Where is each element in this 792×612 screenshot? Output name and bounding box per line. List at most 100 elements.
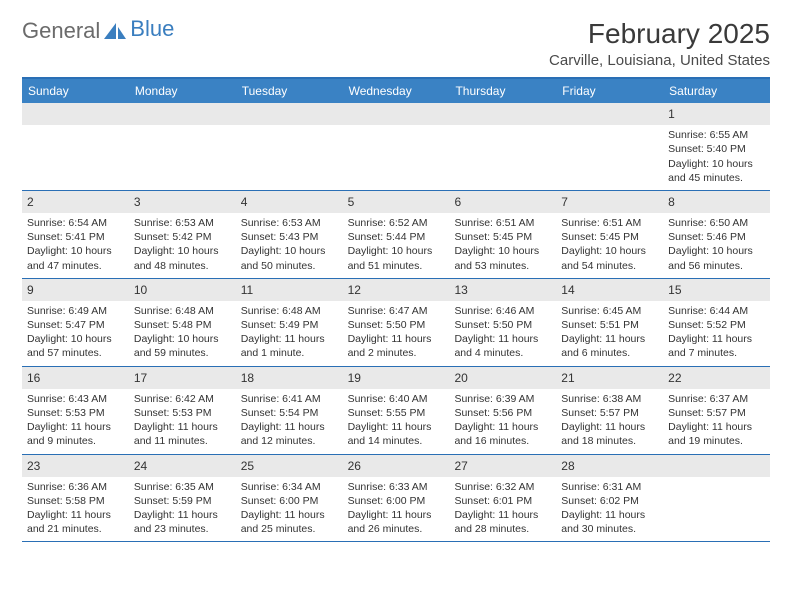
daylight-text: Daylight: 11 hours and 1 minute. [241, 332, 338, 360]
day-number: 22 [663, 367, 770, 389]
day-cell-empty [22, 103, 129, 190]
sail-icon [102, 21, 128, 41]
sunrise-text: Sunrise: 6:51 AM [561, 216, 658, 230]
day-cell: 1Sunrise: 6:55 AMSunset: 5:40 PMDaylight… [663, 103, 770, 190]
brand-part1: General [22, 18, 100, 44]
day-details: Sunrise: 6:53 AMSunset: 5:43 PMDaylight:… [236, 213, 343, 278]
day-number: 12 [343, 279, 450, 301]
daylight-text: Daylight: 11 hours and 14 minutes. [348, 420, 445, 448]
day-number: 28 [556, 455, 663, 477]
day-number: 15 [663, 279, 770, 301]
day-number: 5 [343, 191, 450, 213]
sunset-text: Sunset: 5:53 PM [27, 406, 124, 420]
day-number: 18 [236, 367, 343, 389]
daylight-text: Daylight: 11 hours and 4 minutes. [454, 332, 551, 360]
day-cell: 13Sunrise: 6:46 AMSunset: 5:50 PMDayligh… [449, 279, 556, 366]
day-details: Sunrise: 6:35 AMSunset: 5:59 PMDaylight:… [129, 477, 236, 542]
day-number: 27 [449, 455, 556, 477]
daylight-text: Daylight: 11 hours and 2 minutes. [348, 332, 445, 360]
sunrise-text: Sunrise: 6:37 AM [668, 392, 765, 406]
day-details: Sunrise: 6:38 AMSunset: 5:57 PMDaylight:… [556, 389, 663, 454]
day-number: 6 [449, 191, 556, 213]
daylight-text: Daylight: 10 hours and 48 minutes. [134, 244, 231, 272]
day-cell-empty [236, 103, 343, 190]
sunrise-text: Sunrise: 6:49 AM [27, 304, 124, 318]
sunrise-text: Sunrise: 6:31 AM [561, 480, 658, 494]
week-row: 23Sunrise: 6:36 AMSunset: 5:58 PMDayligh… [22, 455, 770, 543]
day-cell-empty [663, 455, 770, 542]
day-number [22, 103, 129, 125]
sunrise-text: Sunrise: 6:34 AM [241, 480, 338, 494]
sunset-text: Sunset: 5:50 PM [454, 318, 551, 332]
day-number: 17 [129, 367, 236, 389]
day-cell: 24Sunrise: 6:35 AMSunset: 5:59 PMDayligh… [129, 455, 236, 542]
sunset-text: Sunset: 5:55 PM [348, 406, 445, 420]
day-details: Sunrise: 6:50 AMSunset: 5:46 PMDaylight:… [663, 213, 770, 278]
sunrise-text: Sunrise: 6:40 AM [348, 392, 445, 406]
day-header-saturday: Saturday [663, 79, 770, 103]
day-details: Sunrise: 6:44 AMSunset: 5:52 PMDaylight:… [663, 301, 770, 366]
day-number [449, 103, 556, 125]
day-number: 19 [343, 367, 450, 389]
daylight-text: Daylight: 11 hours and 11 minutes. [134, 420, 231, 448]
day-header-thursday: Thursday [449, 79, 556, 103]
sunrise-text: Sunrise: 6:43 AM [27, 392, 124, 406]
day-cell: 6Sunrise: 6:51 AMSunset: 5:45 PMDaylight… [449, 191, 556, 278]
sunset-text: Sunset: 6:00 PM [241, 494, 338, 508]
sunset-text: Sunset: 5:54 PM [241, 406, 338, 420]
daylight-text: Daylight: 11 hours and 7 minutes. [668, 332, 765, 360]
day-cell: 4Sunrise: 6:53 AMSunset: 5:43 PMDaylight… [236, 191, 343, 278]
day-number: 11 [236, 279, 343, 301]
day-details: Sunrise: 6:46 AMSunset: 5:50 PMDaylight:… [449, 301, 556, 366]
day-details: Sunrise: 6:53 AMSunset: 5:42 PMDaylight:… [129, 213, 236, 278]
daylight-text: Daylight: 11 hours and 30 minutes. [561, 508, 658, 536]
day-details: Sunrise: 6:45 AMSunset: 5:51 PMDaylight:… [556, 301, 663, 366]
week-row: 9Sunrise: 6:49 AMSunset: 5:47 PMDaylight… [22, 279, 770, 367]
day-number: 2 [22, 191, 129, 213]
day-number: 3 [129, 191, 236, 213]
day-details: Sunrise: 6:42 AMSunset: 5:53 PMDaylight:… [129, 389, 236, 454]
day-number: 23 [22, 455, 129, 477]
day-details: Sunrise: 6:37 AMSunset: 5:57 PMDaylight:… [663, 389, 770, 454]
page-title: February 2025 [549, 18, 770, 50]
sunset-text: Sunset: 5:57 PM [668, 406, 765, 420]
daylight-text: Daylight: 11 hours and 26 minutes. [348, 508, 445, 536]
sunset-text: Sunset: 5:42 PM [134, 230, 231, 244]
sunset-text: Sunset: 6:01 PM [454, 494, 551, 508]
sunset-text: Sunset: 5:45 PM [561, 230, 658, 244]
day-details: Sunrise: 6:31 AMSunset: 6:02 PMDaylight:… [556, 477, 663, 542]
day-number: 1 [663, 103, 770, 125]
day-details: Sunrise: 6:32 AMSunset: 6:01 PMDaylight:… [449, 477, 556, 542]
sunset-text: Sunset: 5:45 PM [454, 230, 551, 244]
sunset-text: Sunset: 5:57 PM [561, 406, 658, 420]
day-header-friday: Friday [556, 79, 663, 103]
sunset-text: Sunset: 5:40 PM [668, 142, 765, 156]
day-cell-empty [449, 103, 556, 190]
day-number: 10 [129, 279, 236, 301]
day-details: Sunrise: 6:40 AMSunset: 5:55 PMDaylight:… [343, 389, 450, 454]
day-cell: 26Sunrise: 6:33 AMSunset: 6:00 PMDayligh… [343, 455, 450, 542]
day-number: 4 [236, 191, 343, 213]
daylight-text: Daylight: 11 hours and 6 minutes. [561, 332, 658, 360]
day-cell: 7Sunrise: 6:51 AMSunset: 5:45 PMDaylight… [556, 191, 663, 278]
day-details: Sunrise: 6:48 AMSunset: 5:49 PMDaylight:… [236, 301, 343, 366]
calendar-grid: SundayMondayTuesdayWednesdayThursdayFrid… [22, 77, 770, 542]
day-header-tuesday: Tuesday [236, 79, 343, 103]
day-details: Sunrise: 6:34 AMSunset: 6:00 PMDaylight:… [236, 477, 343, 542]
sunset-text: Sunset: 5:52 PM [668, 318, 765, 332]
sunrise-text: Sunrise: 6:42 AM [134, 392, 231, 406]
day-cell: 11Sunrise: 6:48 AMSunset: 5:49 PMDayligh… [236, 279, 343, 366]
day-cell-empty [129, 103, 236, 190]
day-number: 25 [236, 455, 343, 477]
sunset-text: Sunset: 5:58 PM [27, 494, 124, 508]
day-cell: 25Sunrise: 6:34 AMSunset: 6:00 PMDayligh… [236, 455, 343, 542]
sunset-text: Sunset: 6:00 PM [348, 494, 445, 508]
sunset-text: Sunset: 6:02 PM [561, 494, 658, 508]
daylight-text: Daylight: 11 hours and 12 minutes. [241, 420, 338, 448]
day-cell: 18Sunrise: 6:41 AMSunset: 5:54 PMDayligh… [236, 367, 343, 454]
day-number [556, 103, 663, 125]
day-cell: 23Sunrise: 6:36 AMSunset: 5:58 PMDayligh… [22, 455, 129, 542]
daylight-text: Daylight: 11 hours and 19 minutes. [668, 420, 765, 448]
sunrise-text: Sunrise: 6:33 AM [348, 480, 445, 494]
daylight-text: Daylight: 11 hours and 16 minutes. [454, 420, 551, 448]
